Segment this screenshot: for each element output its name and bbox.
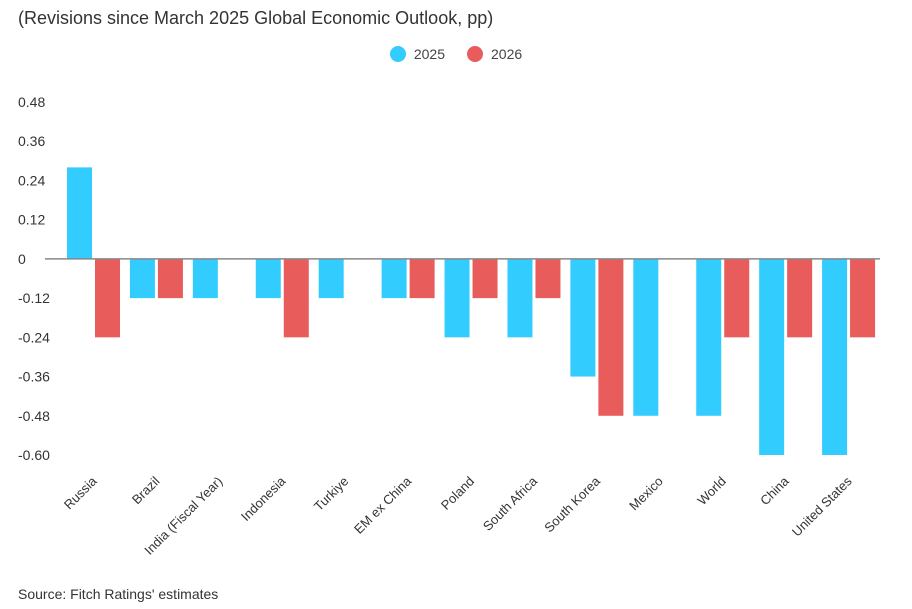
legend-swatch-2025 — [389, 46, 406, 62]
bar-2025-brazil — [129, 258, 155, 299]
y-tick-label: 0.24 — [18, 172, 45, 188]
bar-2026-world — [724, 258, 750, 338]
bar-2025-india-fiscal-year- — [192, 258, 218, 299]
bar-2025-russia — [67, 167, 92, 259]
y-tick-label: 0 — [18, 251, 26, 267]
bar-2025-united-states — [822, 258, 848, 455]
y-tick-label: -0.36 — [18, 369, 50, 385]
bar-2025-china — [759, 258, 785, 455]
x-tick-label: Russia — [61, 473, 100, 512]
bar-2025-world — [696, 258, 722, 416]
legend-swatch-2026 — [467, 46, 483, 62]
bar-2026-russia — [95, 258, 120, 338]
y-tick-label: 0.12 — [18, 212, 45, 228]
bar-2026-china — [787, 258, 813, 338]
legend-label-2026: 2026 — [491, 46, 523, 62]
y-tick-label: -0.48 — [18, 408, 50, 424]
bar-2026-em-ex-china — [409, 258, 435, 299]
y-tick-label: -0.24 — [18, 329, 50, 345]
x-tick-label: Brazil — [129, 473, 163, 507]
bar-2026-brazil — [157, 258, 183, 299]
bar-2026-south-korea — [598, 258, 624, 416]
chart-legend: 2025 2026 — [0, 46, 912, 62]
bar-2025-south-africa — [507, 258, 533, 338]
y-tick-label: 0.36 — [18, 133, 45, 149]
x-tick-label: Turkiye — [311, 474, 351, 514]
bar-2025-turkiye — [318, 258, 344, 299]
legend-label-2025: 2025 — [413, 46, 445, 62]
bar-2025-em-ex-china — [381, 258, 407, 299]
x-tick-label: United States — [789, 473, 855, 539]
x-tick-label: South Korea — [541, 473, 603, 535]
x-tick-label: Poland — [438, 474, 477, 513]
x-tick-label: Mexico — [626, 474, 666, 514]
bar-2025-indonesia — [255, 258, 281, 299]
bar-2026-indonesia — [283, 258, 309, 338]
bar-2025-south-korea — [570, 258, 596, 377]
y-tick-label: -0.12 — [18, 290, 50, 306]
y-tick-label: 0.48 — [18, 94, 45, 110]
bar-2026-united-states — [850, 258, 876, 338]
x-tick-label: China — [757, 473, 792, 508]
source-note: Source: Fitch Ratings' estimates — [18, 586, 219, 602]
bar-2025-poland — [444, 258, 470, 338]
bar-2026-poland — [472, 258, 498, 299]
y-tick-label: -0.60 — [18, 447, 50, 463]
chart-subtitle: (Revisions since March 2025 Global Econo… — [18, 8, 494, 28]
legend-item-2026[interactable]: 2026 — [467, 46, 522, 62]
x-tick-label: EM ex China — [351, 473, 415, 537]
bar-2026-south-africa — [535, 258, 561, 299]
bar-2025-mexico — [633, 258, 659, 416]
legend-item-2025[interactable]: 2025 — [389, 46, 445, 62]
x-tick-label: South Africa — [480, 473, 541, 534]
x-tick-label: World — [694, 474, 728, 508]
x-tick-label: Indonesia — [238, 473, 289, 524]
